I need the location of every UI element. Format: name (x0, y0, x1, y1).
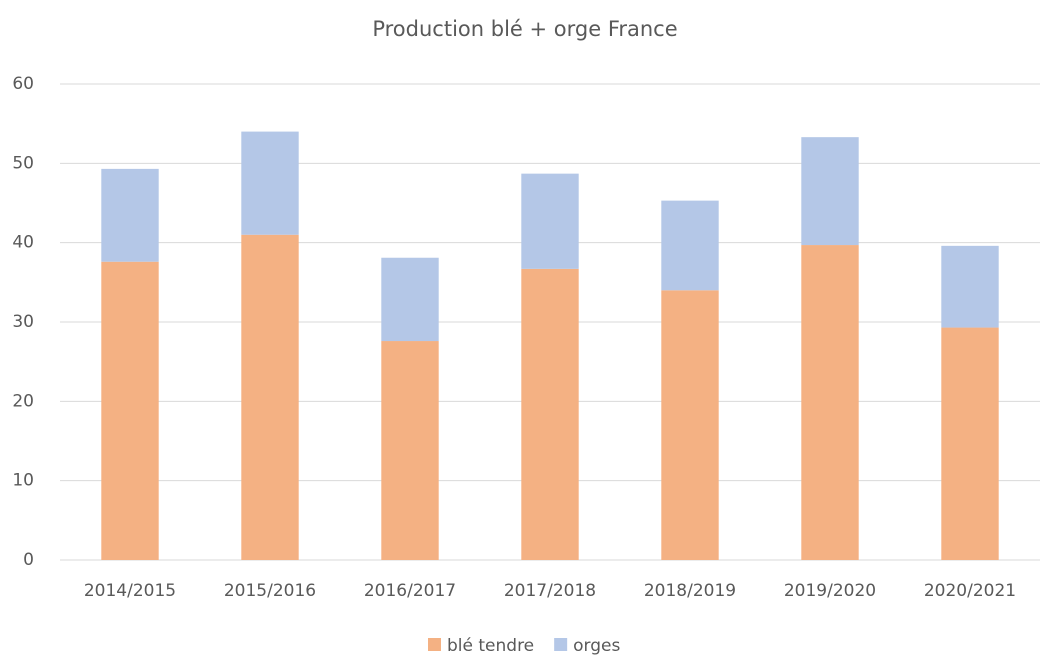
legend-swatch (554, 638, 568, 651)
bar-segment (241, 131, 299, 235)
x-tick-label: 2017/2018 (504, 581, 596, 601)
y-tick-label: 20 (12, 391, 34, 411)
bar-segment (521, 173, 579, 269)
bar-segment (521, 268, 579, 560)
bar-segment (801, 245, 859, 560)
x-tick-label: 2019/2020 (784, 581, 876, 601)
chart-title: Production blé + orge France (372, 17, 677, 41)
x-tick-label: 2020/2021 (924, 581, 1016, 601)
bar-segment (661, 200, 719, 291)
y-tick-label: 60 (12, 74, 34, 94)
bar-segment (101, 261, 159, 560)
bar-segment (801, 137, 859, 246)
bar-segment (941, 245, 999, 328)
bar-segment (381, 341, 439, 560)
bar-segment (941, 327, 999, 560)
x-tick-label: 2015/2016 (224, 581, 316, 601)
y-tick-label: 0 (23, 550, 34, 570)
y-tick-label: 30 (12, 312, 34, 332)
legend-label: blé tendre (447, 636, 534, 656)
bar-segment (241, 234, 299, 560)
legend-swatch (428, 638, 441, 651)
bar-segment (101, 168, 159, 262)
x-tick-label: 2014/2015 (84, 581, 176, 601)
bar-segment (381, 257, 439, 342)
y-tick-label: 40 (12, 233, 34, 253)
x-tick-label: 2018/2019 (644, 581, 736, 601)
y-tick-label: 10 (12, 471, 34, 491)
legend-label: orges (573, 636, 620, 656)
bar-segment (661, 290, 719, 560)
x-tick-label: 2016/2017 (364, 581, 456, 601)
y-tick-label: 50 (12, 153, 34, 173)
